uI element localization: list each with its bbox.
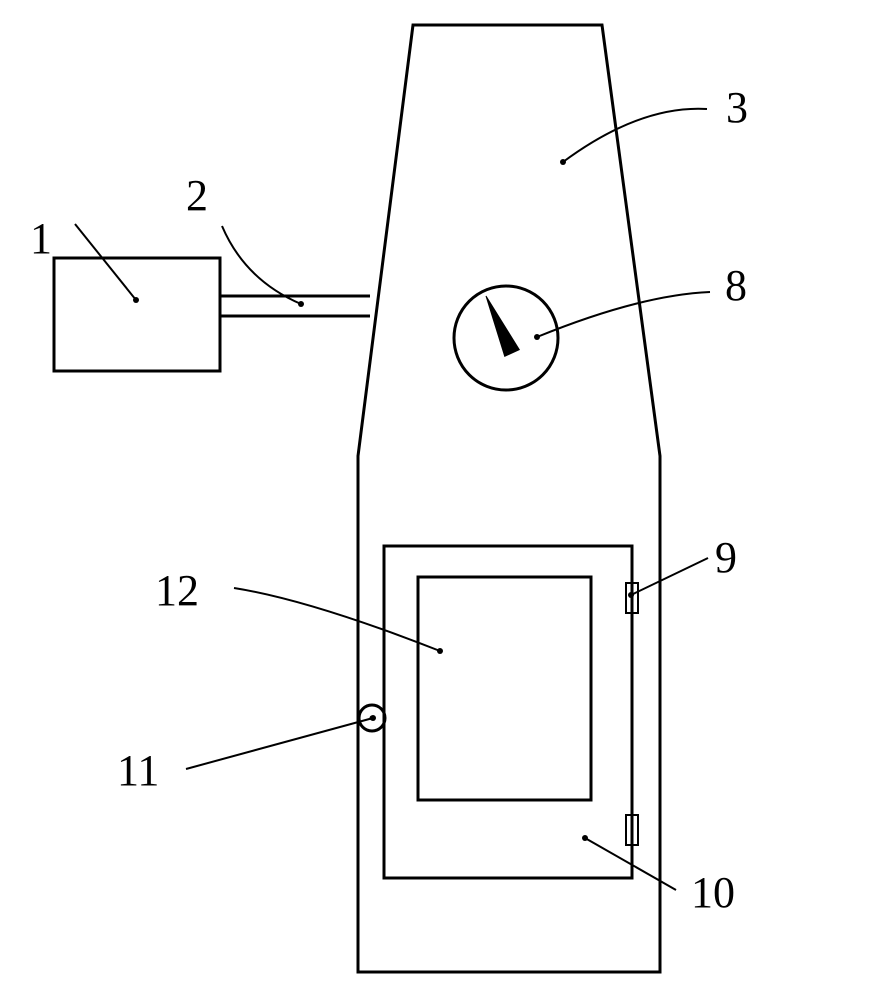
leader-line-9 — [631, 558, 708, 595]
shapes — [54, 25, 660, 972]
label-3: 3 — [726, 83, 748, 132]
leader-dot-11 — [370, 715, 376, 721]
door — [384, 546, 632, 878]
main-body — [358, 25, 660, 972]
leader-line-8 — [537, 292, 710, 337]
leader-dot-1 — [133, 297, 139, 303]
leader-dot-10 — [582, 835, 588, 841]
label-1: 1 — [30, 214, 52, 263]
box-1 — [54, 258, 220, 371]
leader-lines — [75, 109, 710, 890]
gauge-needle — [486, 296, 519, 356]
label-8: 8 — [725, 261, 747, 310]
label-10: 10 — [691, 868, 735, 917]
leader-line-2 — [222, 226, 301, 304]
leader-line-1 — [75, 224, 136, 300]
leader-dot-2 — [298, 301, 304, 307]
leader-line-11 — [186, 718, 373, 769]
window — [418, 577, 591, 800]
label-2: 2 — [186, 171, 208, 220]
leader-dot-12 — [437, 648, 443, 654]
label-11: 11 — [117, 746, 159, 795]
leader-line-3 — [563, 109, 707, 162]
label-12: 12 — [155, 566, 199, 615]
leader-dot-3 — [560, 159, 566, 165]
leader-line-12 — [234, 588, 440, 651]
leader-dot-9 — [628, 592, 634, 598]
technical-diagram: 12389101112 — [0, 0, 869, 1000]
label-9: 9 — [715, 533, 737, 582]
leader-dot-8 — [534, 334, 540, 340]
